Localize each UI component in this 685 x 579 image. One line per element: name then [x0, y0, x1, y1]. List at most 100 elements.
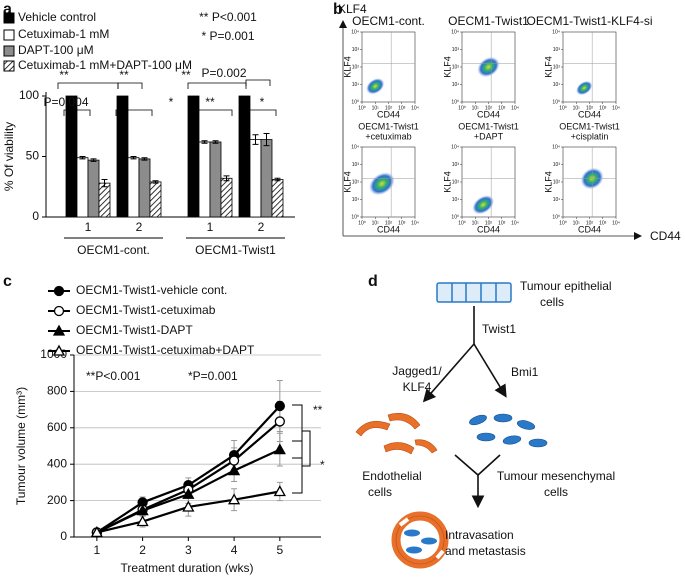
- annotation: **: [181, 68, 191, 82]
- y-tick-label: 10²: [352, 179, 360, 185]
- marker: [182, 500, 195, 512]
- bar: [116, 95, 129, 218]
- y-axis-label: Tumour volume (mm³): [14, 387, 28, 505]
- sig-bracket: [302, 430, 311, 467]
- label: Tumour epithelial: [520, 279, 612, 293]
- error-bar: [101, 178, 108, 188]
- annotation: *P=0.001: [188, 369, 238, 383]
- y-tick-label: 10²: [452, 179, 460, 185]
- y-axis-label: KLF4: [543, 56, 553, 78]
- y-axis-label: KLF4: [442, 56, 452, 78]
- marker: [274, 400, 285, 412]
- sig-bracket: [187, 82, 247, 89]
- x-tick-label: 10²: [586, 220, 594, 226]
- bar: [98, 182, 111, 218]
- x-axis-label: CD44: [477, 224, 500, 234]
- annotation: **: [59, 68, 69, 82]
- label: KLF4: [403, 380, 432, 394]
- subplot-title: OECM1-Twist1-KLF4-si: [526, 14, 652, 28]
- error-bar: [141, 157, 148, 161]
- annotation: **: [119, 68, 129, 82]
- bar: [127, 157, 140, 218]
- y-tick-label: 10¹: [352, 82, 360, 88]
- bar: [198, 141, 211, 218]
- y-tick-label: 10³: [352, 47, 360, 53]
- metastasis-vessel: [391, 511, 449, 569]
- y-tick-label: 10⁰: [552, 99, 560, 105]
- x-tick-label: 10¹: [472, 220, 480, 226]
- bar: [187, 95, 200, 218]
- y-tick-label: 10³: [452, 162, 460, 168]
- x-tick-label: 1: [94, 543, 101, 557]
- y-axis-label: KLF4: [543, 171, 553, 193]
- label: cells: [540, 295, 564, 309]
- density: [472, 195, 495, 215]
- y-tick-label: 10⁴: [451, 29, 459, 35]
- group-label: OECM1-cont.: [77, 243, 150, 257]
- subplot-title: +DAPT: [474, 131, 504, 141]
- error-bar: [263, 133, 270, 147]
- label: Intravasation: [445, 528, 514, 542]
- bar: [271, 179, 284, 218]
- bar: [220, 177, 233, 218]
- bar: [249, 139, 262, 218]
- y-tick-label: 10⁰: [351, 99, 359, 105]
- legend-label: OECM1-Twist1-vehicle cont.: [76, 283, 227, 297]
- x-tick-label: 10⁰: [458, 220, 466, 226]
- label: Endothelial: [362, 469, 421, 483]
- panel-letter: b: [333, 1, 343, 18]
- x-tick-label: 10⁰: [358, 220, 366, 226]
- error-bar: [252, 134, 259, 145]
- y-tick-label: 400: [47, 456, 67, 470]
- y-tick-label: 10²: [452, 64, 460, 70]
- bar: [65, 95, 78, 218]
- y-tick-label: 600: [47, 420, 67, 434]
- y-tick-label: 10¹: [352, 197, 360, 203]
- x-axis-label: Treatment duration (wks): [121, 561, 254, 575]
- y-tick-label: 10³: [352, 162, 360, 168]
- label: Bmi1: [511, 365, 539, 379]
- x-axis-label: CD44: [578, 109, 601, 119]
- marker: [273, 443, 286, 455]
- marker: [273, 485, 286, 497]
- group-label: OECM1-Twist1: [195, 243, 276, 257]
- diagram: Tumour epithelial cells Twist1 Jagged1/ …: [355, 279, 615, 569]
- y-tick-label: 10⁴: [351, 144, 359, 150]
- x-tick-label: 10³: [398, 220, 406, 226]
- y-tick-label: 10⁴: [552, 144, 560, 150]
- legend-swatch: [3, 12, 15, 24]
- bar: [87, 159, 100, 218]
- x-tick-label: 10³: [599, 220, 607, 226]
- annotation: **: [205, 95, 215, 109]
- subplot-title: OECM1-Twist1: [448, 14, 529, 28]
- x-axis-label: CD44: [477, 109, 500, 119]
- y-tick-label: 10²: [553, 179, 561, 185]
- y-axis-label: KLF4: [342, 56, 352, 78]
- y-tick-label: 10²: [352, 64, 360, 70]
- density: [477, 56, 500, 78]
- x-tick-label: 2: [139, 543, 146, 557]
- marker: [90, 526, 103, 538]
- sig-bracket: [63, 109, 91, 116]
- marker: [274, 416, 285, 427]
- legend-label: Cetuximab-1 mM+DAPT-100 μM: [18, 58, 192, 72]
- x-tick-label: 10⁰: [559, 220, 567, 226]
- x-tick-label: 10⁴: [612, 220, 620, 226]
- legend-swatch: [3, 60, 15, 72]
- x-tick-label: 10⁴: [411, 220, 419, 226]
- legend-swatch: [3, 29, 15, 41]
- error-bar: [79, 156, 86, 160]
- marker: [53, 305, 65, 317]
- y-tick-label: 10³: [553, 162, 561, 168]
- error-bar: [201, 140, 208, 144]
- legend-swatch: [3, 45, 15, 57]
- y-tick-label: 10³: [553, 47, 561, 53]
- subplot-title: OECM1-Twist1: [458, 121, 519, 131]
- bar: [149, 181, 162, 218]
- marker: [227, 493, 241, 505]
- sig-bracket: [115, 109, 153, 116]
- x-tick-label: 10⁰: [358, 105, 366, 111]
- label: cells: [544, 485, 568, 499]
- x-tick-label: 10¹: [372, 220, 380, 226]
- annotation: P=0.002: [201, 66, 246, 80]
